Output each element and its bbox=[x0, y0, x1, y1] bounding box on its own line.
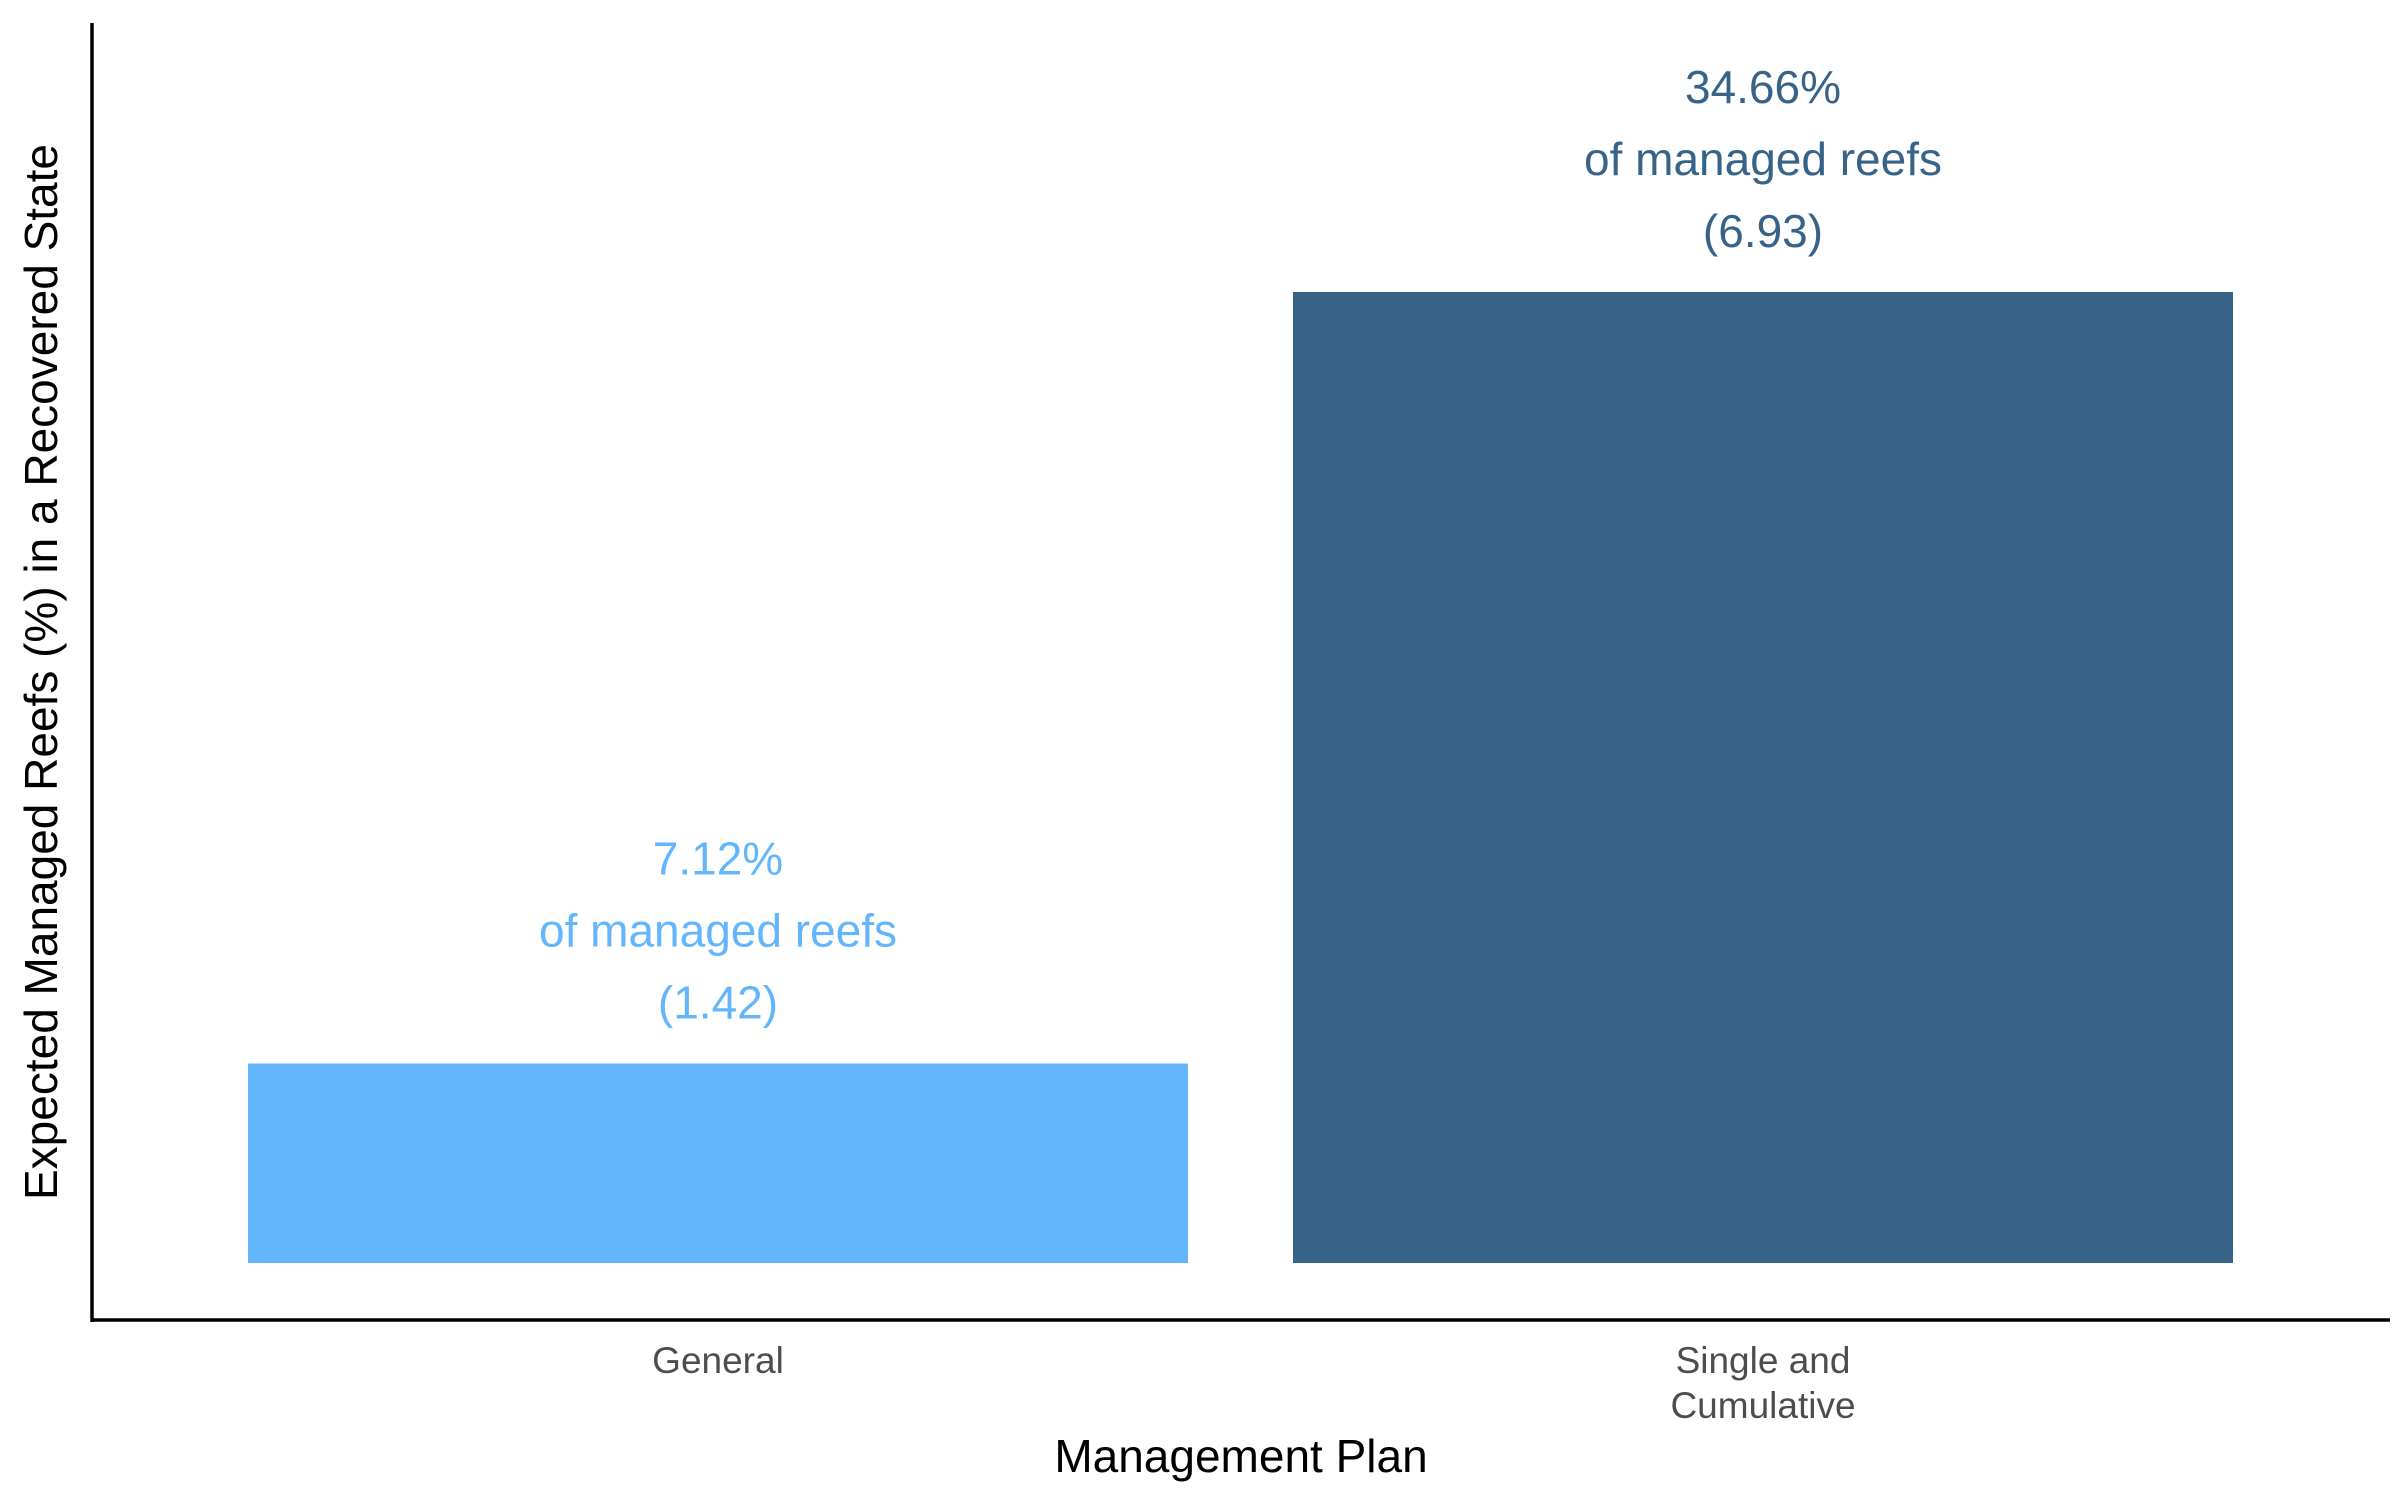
x-tick-label-2-line-2: Cumulative bbox=[1670, 1385, 1855, 1426]
bars-layer bbox=[248, 292, 2233, 1263]
x-tick-label-1: General bbox=[652, 1340, 784, 1381]
data-label-2-line-1: 34.66% bbox=[1685, 61, 1841, 113]
data-label-1-line-3: (1.42) bbox=[658, 977, 778, 1029]
data-label-2-line-2: of managed reefs bbox=[1584, 133, 1942, 185]
y-axis-title: Expected Managed Reefs (%) in a Recovere… bbox=[15, 144, 67, 1200]
data-label-1-line-1: 7.12% bbox=[653, 833, 783, 885]
x-axis-title: Management Plan bbox=[1054, 1430, 1427, 1482]
data-label-2-line-3: (6.93) bbox=[1703, 205, 1823, 257]
data-labels-layer: 7.12% of managed reefs (1.42) 34.66% of mana… bbox=[539, 61, 1942, 1029]
x-tick-label-2-line-1: Single and bbox=[1676, 1340, 1851, 1381]
bar-general bbox=[248, 1063, 1188, 1263]
bar-single-and-cumulative bbox=[1293, 292, 2233, 1263]
data-label-1-line-2: of managed reefs bbox=[539, 905, 897, 957]
